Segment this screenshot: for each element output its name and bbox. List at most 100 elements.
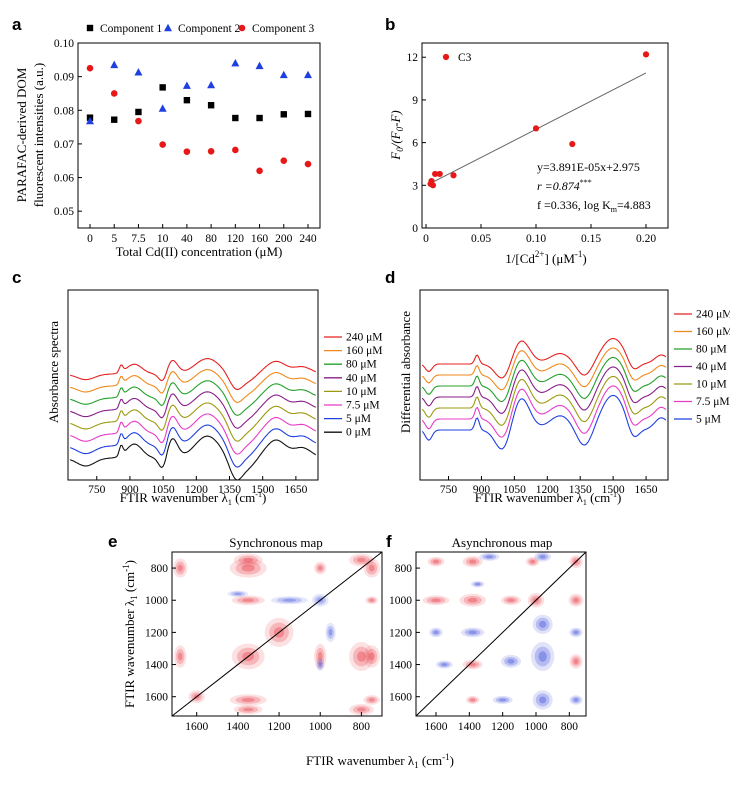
panel-e-positive-region xyxy=(173,558,188,578)
panel-e-positive-region xyxy=(369,598,374,602)
panel-c-xtick-label: 900 xyxy=(121,484,139,496)
panel-e-xtick-label: 1200 xyxy=(268,721,291,733)
panel-f-negative-region xyxy=(468,630,477,635)
panel-a-axes: 0.05 0.06 0.07 0.08 0.09 0.10 0 5 7.5 10 40 80 120 16… xyxy=(54,38,317,245)
panel-d-xlabel-close: ) xyxy=(617,490,621,505)
panel-f-positive-region xyxy=(422,595,450,606)
panel-b-ytick-label: 3 xyxy=(412,180,418,192)
panel-a-point xyxy=(134,68,143,76)
panel-a-point xyxy=(304,110,312,118)
panel-f-negative-region xyxy=(495,697,510,703)
panel-a-legend-label: Component 1 xyxy=(100,23,163,35)
panel-b-point xyxy=(432,170,439,178)
panel-e-ytick-label: 1600 xyxy=(145,692,168,704)
panel-c-series-line xyxy=(70,402,317,442)
panel-f-negative-region xyxy=(507,659,515,664)
panel-f-negative-region xyxy=(534,646,551,667)
panel-c-legend-label: 0 μM xyxy=(346,427,371,439)
panel-letter-f: f xyxy=(386,532,392,551)
panel-e-xtick-label: 800 xyxy=(353,721,371,733)
panel-f-title: Asynchronous map xyxy=(452,535,553,550)
panel-f-positive-region xyxy=(463,595,482,605)
panel-c-xtick-label: 750 xyxy=(88,484,106,496)
panel-e-positive-region xyxy=(365,596,378,605)
panel-a-point xyxy=(255,61,264,70)
panel-b-xlabel: 1/[Cd2+] (μM-1) xyxy=(505,249,586,266)
panel-a-point xyxy=(182,81,191,89)
panel-b-xlabel-main: 1/[Cd xyxy=(505,251,535,266)
panel-a-point xyxy=(135,108,142,116)
panel-a-ytick-label: 0.10 xyxy=(54,38,74,50)
panel-a-legend-label: Component 3 xyxy=(252,23,315,35)
panel-e-negative-region xyxy=(327,625,335,639)
panel-e-negative-region xyxy=(328,628,333,636)
panel-e-positive-region xyxy=(176,648,185,665)
panel-e-positive-region xyxy=(353,705,370,714)
panel-e-positive-region xyxy=(238,706,258,713)
panel-a-ylabel: PARAFAC-derived DOM xyxy=(14,67,29,202)
panel-e-positive-region xyxy=(242,598,255,602)
panel-e-positive-region xyxy=(349,642,374,671)
panel-d-series-line xyxy=(421,337,667,379)
panel-c-xtick-label: 1500 xyxy=(251,484,274,496)
panel-d-legend: 240 μM 160 μM 80 μM 40 μM 10 μM 7.5 μM 5 μM xyxy=(674,309,730,426)
panel-c-legend-label: 40 μM xyxy=(346,372,377,384)
panel-f-negative-region xyxy=(531,642,555,671)
panel-f-positive-region xyxy=(462,556,483,568)
panel-c-xlabel-sub: 1 xyxy=(228,498,232,507)
panel-f-negative-region xyxy=(532,690,553,710)
panel-b-point xyxy=(436,170,443,178)
panel-a-point xyxy=(86,116,94,125)
heatmap-ylabel-close: ) xyxy=(122,560,137,564)
panel-f-positive-region xyxy=(465,661,480,668)
panel-e-heatmap: Synchronous map 1600 1400 1200 1000 800 800 10… xyxy=(145,535,383,733)
panel-a-xtick-label: 5 xyxy=(111,233,117,245)
panel-b-legend-marker xyxy=(442,53,450,61)
panel-f-positive-region xyxy=(570,595,582,605)
panel-f-ytick-label: 800 xyxy=(395,563,413,575)
panel-f-negative-region xyxy=(538,651,547,662)
panel-a-point xyxy=(256,167,263,175)
panel-e-positive-region xyxy=(366,561,378,575)
panel-a-point xyxy=(207,102,215,109)
panel-f-diagonal xyxy=(415,551,587,717)
panel-f-negative-region xyxy=(431,629,441,636)
panel-e-ytick-label: 800 xyxy=(151,563,169,575)
panel-c-legend-label: 160 μM xyxy=(346,345,383,357)
panel-f-ytick-label: 1400 xyxy=(389,660,412,672)
panel-a-point xyxy=(279,70,288,79)
panel-a-ytick-label: 0.08 xyxy=(54,105,74,117)
heatmap-ylabel-main: FTIR wavenumber λ xyxy=(122,599,137,708)
panel-e-positive-region xyxy=(242,557,254,563)
panel-b-point xyxy=(450,172,457,179)
panel-a-xtick-label: 10 xyxy=(157,233,169,245)
panel-a-point xyxy=(231,58,240,67)
panel-d-legend-label: 160 μM xyxy=(696,326,730,338)
panel-f-positive-region xyxy=(569,654,583,669)
panel-e-positive-region xyxy=(233,704,263,715)
panel-f-negative-region xyxy=(569,627,583,638)
panel-c-legend-label: 7.5 μM xyxy=(346,400,380,412)
panel-f-negative-region xyxy=(504,656,518,666)
panel-f-positive-region xyxy=(501,595,521,606)
heatmap-xlabel-sub: 1 xyxy=(414,760,419,770)
panel-e-positive-region xyxy=(235,561,261,575)
panel-e-positive-region xyxy=(363,695,380,705)
panel-e-positive-region xyxy=(353,555,370,565)
panel-d-series-line xyxy=(421,375,667,426)
panel-e-positive-region xyxy=(356,707,366,712)
panel-d-xlabel: FTIR wavenumber λ1 (cm-1) xyxy=(475,490,622,507)
panel-e-negative-region xyxy=(282,598,297,602)
panel-c-series-line xyxy=(70,424,317,468)
panel-e-positive-region xyxy=(367,597,376,603)
panel-e-positive-region xyxy=(356,557,366,563)
panel-e-positive-region xyxy=(314,561,327,575)
panel-f-positive-region xyxy=(426,596,446,604)
panel-f-positive-region xyxy=(507,598,515,602)
heatmap-xlabel: FTIR wavenumber λ1 (cm-1) xyxy=(306,752,454,770)
panel-b-xtick-label: 0.05 xyxy=(471,233,491,245)
panel-d-legend-label: 40 μM xyxy=(696,361,727,373)
panel-a-chart: PARAFAC-derived DOM fluorescent intensit… xyxy=(14,23,321,259)
panel-e-positive-region xyxy=(349,703,374,716)
panel-c-series-line xyxy=(70,369,317,403)
